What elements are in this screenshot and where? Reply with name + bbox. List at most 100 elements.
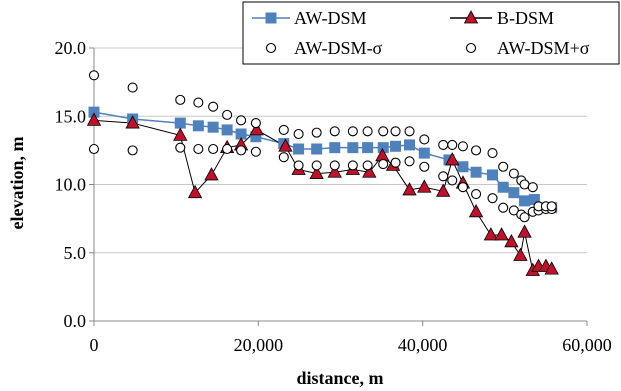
series-2-point xyxy=(125,115,140,129)
x-axis-title: distance, m xyxy=(297,368,384,388)
series-4-point xyxy=(222,109,233,120)
series-4-point xyxy=(527,182,538,193)
series-1-point xyxy=(235,128,247,140)
series-3-point xyxy=(222,143,233,155)
series-3-point xyxy=(487,193,498,204)
series-2-point xyxy=(309,165,324,179)
series-4-point xyxy=(487,148,498,159)
legend-1-label: AW-DSM xyxy=(294,8,367,28)
series-2-point xyxy=(513,247,528,261)
series-1-point xyxy=(457,161,469,173)
series-1-point xyxy=(174,117,186,129)
series-markers xyxy=(86,70,559,276)
series-4-point xyxy=(329,126,340,137)
series-3-point xyxy=(193,143,204,155)
legend-4-marker xyxy=(465,42,477,54)
series-1-point xyxy=(390,140,402,152)
legend: AW-DSM B-DSM AW-DSM-σ AW-DSM+σ xyxy=(242,1,620,65)
series-2-line xyxy=(93,119,552,272)
series-1-point xyxy=(192,120,204,132)
series-1-point xyxy=(221,124,233,136)
series-1-point xyxy=(470,166,482,178)
series-2-point xyxy=(483,227,499,241)
series-2-point xyxy=(204,167,219,181)
y-tick-label: 5.0 xyxy=(64,243,87,263)
series-1-point xyxy=(293,143,305,155)
series-2-point xyxy=(173,127,188,141)
series-4-point xyxy=(404,126,415,137)
series-4-point xyxy=(236,115,247,126)
series-1-point xyxy=(362,142,374,154)
series-3-point xyxy=(278,152,289,163)
series-1-point xyxy=(311,143,323,155)
series-4-point xyxy=(193,97,204,108)
series-1-line xyxy=(93,111,552,209)
y-tick-label: 10.0 xyxy=(55,175,87,195)
series-3-point xyxy=(419,161,430,172)
legend-2-label: B-DSM xyxy=(497,8,554,28)
legend-2-marker xyxy=(463,10,479,24)
y-tick-label: 15.0 xyxy=(55,106,87,126)
series-2-point xyxy=(544,261,559,275)
series-3-point xyxy=(347,160,358,171)
series-4-point xyxy=(546,201,557,212)
y-tick-label: 0.0 xyxy=(64,311,87,331)
series-4-point xyxy=(347,126,358,137)
series-3-point xyxy=(311,160,322,171)
series-3-point xyxy=(175,142,186,153)
series-4-point xyxy=(390,126,401,137)
series-4-point xyxy=(127,82,138,93)
x-tick-label: 40,000 xyxy=(398,335,448,355)
legend-4-label: AW-DSM+σ xyxy=(497,38,590,58)
y-tick-label: 20.0 xyxy=(55,38,87,58)
series-lines xyxy=(93,111,552,272)
series-4-point xyxy=(508,168,519,179)
x-tick-label: 60,000 xyxy=(562,335,612,355)
series-1-point xyxy=(207,121,219,133)
series-1-point xyxy=(528,194,540,206)
series-3-point xyxy=(208,143,219,155)
series-4-point xyxy=(498,161,509,172)
series-4-point xyxy=(250,118,261,129)
series-4-point xyxy=(419,134,430,145)
series-3-point xyxy=(378,158,389,170)
series-4-point xyxy=(471,145,482,156)
legend-1-marker xyxy=(265,12,277,24)
series-2-point xyxy=(468,203,484,218)
series-1-point xyxy=(508,187,520,199)
series-2-point xyxy=(327,164,342,178)
series-1-point xyxy=(497,181,509,193)
series-2-point xyxy=(504,233,519,248)
series-4-point xyxy=(378,126,389,137)
series-3-point xyxy=(471,189,482,200)
series-2-point xyxy=(278,138,293,152)
x-tick-label: 0 xyxy=(90,335,99,355)
series-1-point xyxy=(377,142,389,154)
series-2-point xyxy=(402,182,417,196)
x-tick-labels: 0 20,000 40,000 60,000 xyxy=(90,321,612,355)
series-3-point xyxy=(236,145,247,156)
series-3-point xyxy=(293,160,304,171)
series-4-point xyxy=(175,94,186,105)
series-3-point xyxy=(447,175,458,186)
y-tick-labels: 0.0 5.0 10.0 15.0 20.0 xyxy=(55,38,94,331)
series-3-point xyxy=(457,182,468,193)
series-1-point xyxy=(347,142,359,154)
series-1-point xyxy=(250,131,262,143)
series-3-point xyxy=(88,143,100,155)
series-1-point xyxy=(418,147,430,159)
series-3-point xyxy=(404,156,415,167)
series-3-point xyxy=(390,157,401,168)
series-2-point xyxy=(436,183,451,197)
series-2-point xyxy=(86,112,102,126)
series-1-point xyxy=(519,195,531,207)
series-4-point xyxy=(438,139,449,150)
series-1-point xyxy=(329,142,341,154)
series-4-point xyxy=(447,139,458,150)
series-4-point xyxy=(278,124,289,135)
series-1-point xyxy=(487,169,499,181)
legend-box xyxy=(242,1,620,65)
series-3-point xyxy=(127,145,138,156)
series-1-point xyxy=(88,106,100,118)
